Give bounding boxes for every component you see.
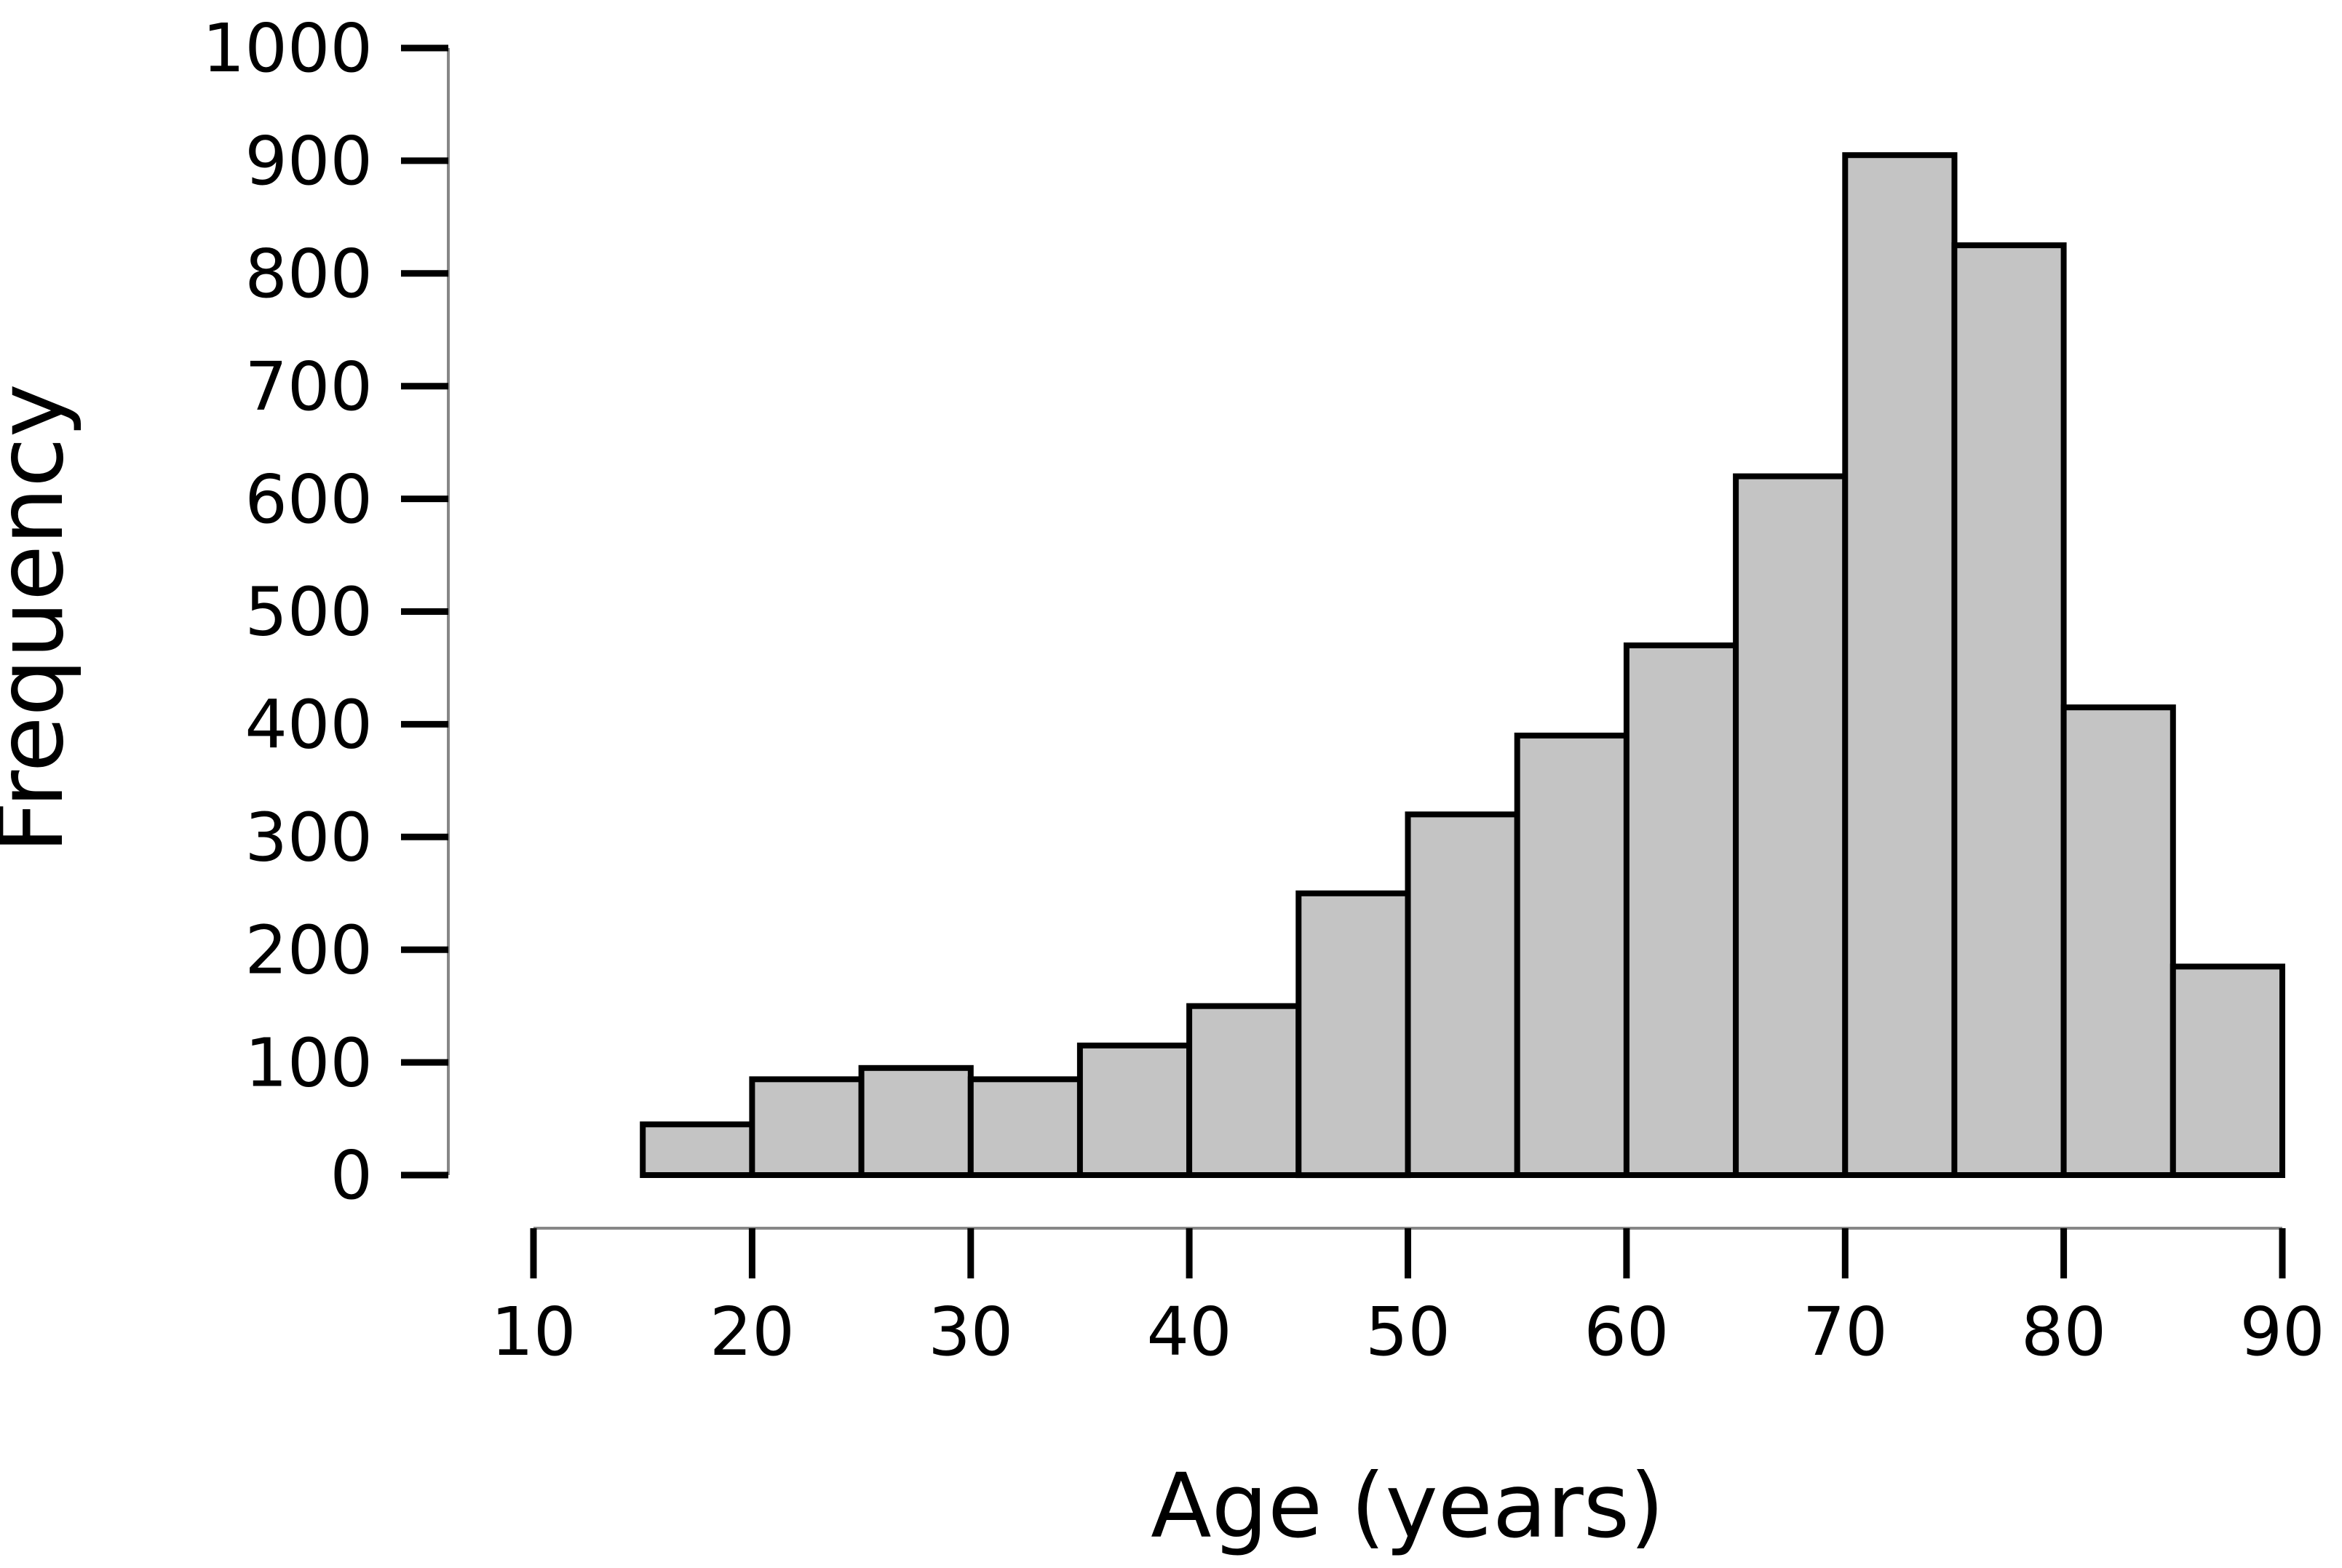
histogram-bar — [1076, 1042, 1193, 1179]
x-tick-label: 20 — [710, 1293, 795, 1371]
x-tick-label: 40 — [1147, 1293, 1232, 1371]
y-tick-label: 700 — [245, 348, 373, 426]
y-tick-label: 0 — [330, 1137, 373, 1214]
histogram-bar — [2060, 704, 2176, 1178]
histogram-bar — [1514, 732, 1630, 1178]
histogram-bar — [1186, 1003, 1302, 1178]
histogram-bar — [1295, 890, 1411, 1179]
histogram-bar — [1842, 152, 1958, 1179]
x-tick-label: 80 — [2021, 1293, 2106, 1371]
x-tick-label: 90 — [2239, 1293, 2325, 1371]
histogram-bar — [1733, 473, 1849, 1178]
histogram-bar — [1951, 242, 2067, 1179]
x-tick-labels-group: 10 20 30 40 50 60 70 80 90 — [491, 1293, 2325, 1371]
histogram-bar — [640, 1121, 755, 1179]
y-tick-labels-group: 0 100 200 300 400 500 600 700 800 900 1000 — [202, 9, 373, 1214]
x-tick-label: 50 — [1365, 1293, 1450, 1371]
y-tick-label: 200 — [245, 911, 373, 989]
histogram-bar — [858, 1064, 974, 1179]
y-tick-label: 400 — [245, 686, 373, 764]
y-tick-label: 900 — [245, 122, 373, 200]
y-axis-title: Frequency — [0, 383, 84, 853]
y-axis-group — [401, 44, 450, 1179]
y-tick-label: 100 — [245, 1024, 373, 1102]
histogram-bar — [749, 1076, 865, 1179]
histogram-bar — [1623, 642, 1739, 1178]
bars-group — [640, 152, 2286, 1179]
histogram-bar — [967, 1076, 1084, 1179]
x-axis-group — [530, 1227, 2286, 1278]
y-tick-label: 800 — [245, 235, 373, 313]
y-tick-label: 300 — [245, 799, 373, 877]
x-tick-label: 10 — [491, 1293, 576, 1371]
y-tick-label: 1000 — [202, 9, 373, 87]
x-tick-label: 30 — [928, 1293, 1013, 1371]
y-tick-label: 600 — [245, 461, 373, 538]
y-tick-label: 500 — [245, 573, 373, 651]
histogram-bar — [1405, 811, 1520, 1179]
x-tick-label: 60 — [1584, 1293, 1669, 1371]
histogram-bar — [2170, 963, 2286, 1179]
x-axis-title: Age (years) — [1151, 1454, 1664, 1558]
x-tick-label: 70 — [1803, 1293, 1888, 1371]
